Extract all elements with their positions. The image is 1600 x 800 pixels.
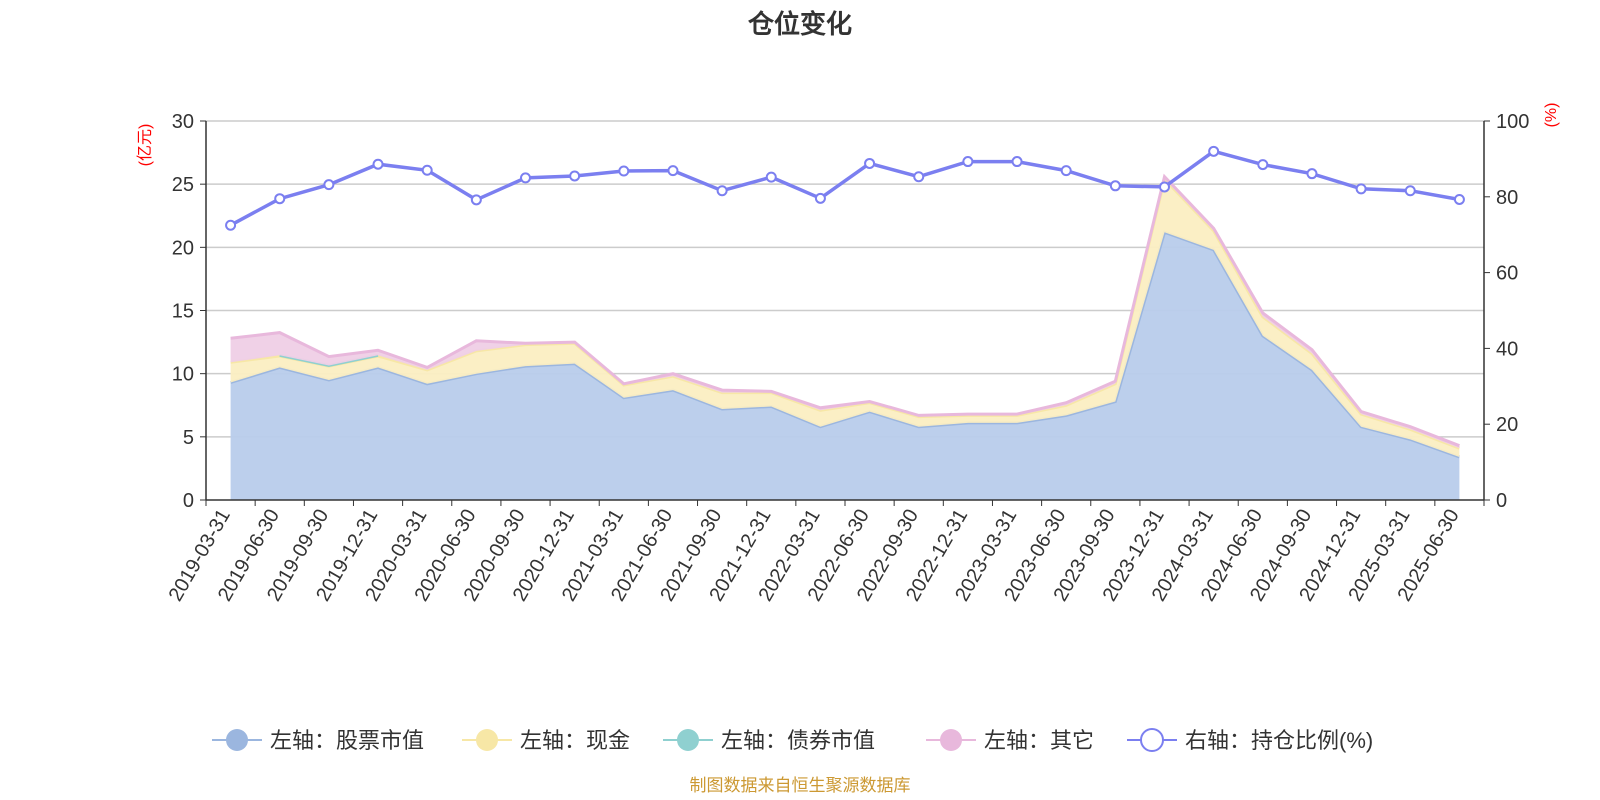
area-series — [230, 173, 1460, 500]
ratio-point — [667, 165, 679, 177]
right-tick-label: 20 — [1496, 414, 1518, 436]
legend-label: 左轴：股票市值 — [270, 728, 424, 753]
ratio-point — [618, 165, 630, 177]
right-tick-label: 0 — [1496, 490, 1507, 512]
ratio-point — [569, 170, 581, 182]
ratio-point — [1453, 193, 1465, 205]
legend-label: 左轴：债券市值 — [721, 728, 875, 753]
ratio-point — [274, 193, 286, 205]
legend-label: 左轴：现金 — [520, 728, 630, 753]
ratio-point — [1060, 165, 1072, 177]
ratio-point — [1011, 156, 1023, 168]
right-tick-label: 40 — [1496, 338, 1518, 360]
left-tick-label: 15 — [172, 301, 194, 323]
ratio-point — [1306, 168, 1318, 180]
right-axis-label: (%) — [1543, 103, 1560, 128]
legend-label: 左轴：其它 — [984, 728, 1094, 753]
right-tick-label: 100 — [1496, 111, 1529, 133]
legend-marker — [1140, 728, 1164, 752]
legend-marker — [226, 729, 248, 751]
ratio-point — [323, 179, 335, 191]
source-note: 制图数据来自恒生聚源数据库 — [690, 776, 911, 795]
ratio-line — [229, 149, 1460, 227]
left-tick-label: 5 — [183, 427, 194, 449]
left-tick-label: 30 — [172, 111, 194, 133]
ratio-point — [962, 156, 974, 168]
ratio-point — [520, 172, 531, 184]
left-tick-label: 20 — [172, 237, 194, 259]
left-axis-label: (亿元) — [136, 124, 154, 167]
ratio-point — [421, 164, 433, 176]
area-fill — [230, 232, 1460, 500]
ratio-point — [1109, 180, 1121, 192]
ratio-line-series — [225, 145, 1465, 231]
ratio-point — [913, 171, 925, 183]
ratio-point — [1404, 185, 1416, 197]
ratio-point — [1159, 181, 1170, 193]
ratio-point — [1257, 159, 1269, 171]
right-tick-label: 80 — [1496, 187, 1518, 209]
ratio-point — [372, 158, 384, 170]
ratio-point — [470, 194, 482, 206]
chart-title: 仓位变化 — [747, 9, 852, 39]
legend-marker — [940, 729, 962, 751]
left-tick-label: 10 — [172, 364, 194, 386]
ratio-point — [1208, 145, 1220, 157]
legend-marker — [476, 729, 498, 751]
legend: 左轴：股票市值 左轴：现金 左轴：债券市值 左轴：其它 右轴：持仓比例(%) — [212, 728, 1373, 753]
area-fill — [230, 179, 1460, 457]
ratio-point — [225, 219, 237, 231]
ratio-point — [716, 185, 728, 197]
area-top-line — [230, 173, 1460, 448]
ratio-point — [765, 171, 777, 183]
left-tick-label: 0 — [183, 490, 194, 512]
left-tick-label: 25 — [172, 174, 194, 196]
legend-marker — [677, 729, 699, 751]
ratio-point — [1355, 183, 1367, 195]
legend-label: 右轴：持仓比例(%) — [1185, 728, 1373, 753]
ratio-point — [864, 157, 876, 169]
right-tick-label: 60 — [1496, 263, 1518, 285]
ratio-point — [814, 192, 826, 204]
